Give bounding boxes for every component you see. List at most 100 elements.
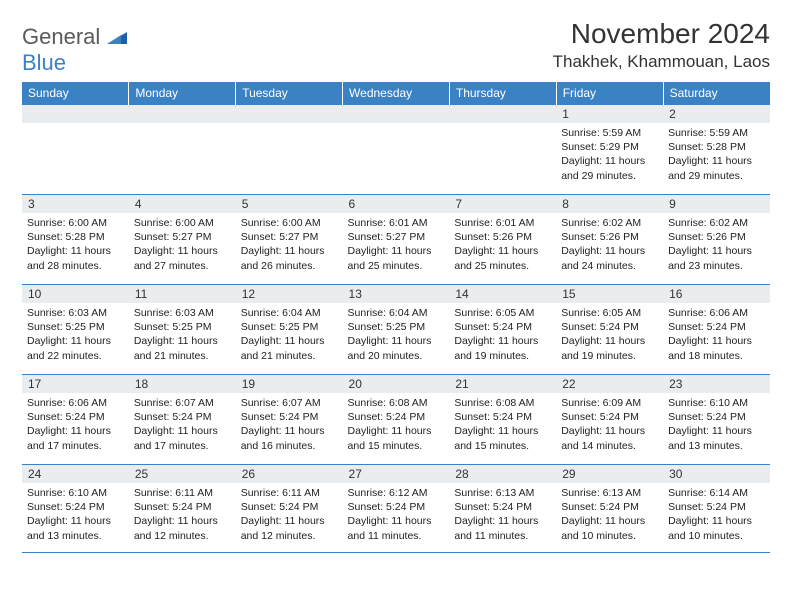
sunrise-text: Sunrise: 6:11 AM	[241, 486, 338, 500]
day-cell: 11 Sunrise: 6:03 AMSunset: 5:25 PMDayligh…	[129, 285, 236, 375]
day-data: Sunrise: 6:13 AMSunset: 5:24 PMDaylight:…	[449, 483, 556, 546]
sunset-text: Sunset: 5:29 PM	[561, 140, 658, 154]
day-data: Sunrise: 6:13 AMSunset: 5:24 PMDaylight:…	[556, 483, 663, 546]
day-data: Sunrise: 6:07 AMSunset: 5:24 PMDaylight:…	[236, 393, 343, 456]
sunrise-text: Sunrise: 5:59 AM	[668, 126, 765, 140]
day-data: Sunrise: 6:00 AMSunset: 5:28 PMDaylight:…	[22, 213, 129, 276]
sunset-text: Sunset: 5:25 PM	[134, 320, 231, 334]
day-number: 18	[129, 375, 236, 393]
daylight-text: Daylight: 11 hours and 21 minutes.	[241, 334, 338, 362]
sunrise-text: Sunrise: 5:59 AM	[561, 126, 658, 140]
day-number: 19	[236, 375, 343, 393]
sunrise-text: Sunrise: 6:07 AM	[134, 396, 231, 410]
day-cell: 7Sunrise: 6:01 AMSunset: 5:26 PMDaylight…	[449, 195, 556, 285]
daylight-text: Daylight: 11 hours and 23 minutes.	[668, 244, 765, 272]
sunrise-text: Sunrise: 6:02 AM	[668, 216, 765, 230]
sunrise-text: Sunrise: 6:03 AM	[134, 306, 231, 320]
sunset-text: Sunset: 5:28 PM	[668, 140, 765, 154]
sunrise-text: Sunrise: 6:12 AM	[348, 486, 445, 500]
day-number: 28	[449, 465, 556, 483]
day-number: 26	[236, 465, 343, 483]
day-cell: 3Sunrise: 6:00 AMSunset: 5:28 PMDaylight…	[22, 195, 129, 285]
day-data: Sunrise: 6:11 AMSunset: 5:24 PMDaylight:…	[236, 483, 343, 546]
sunrise-text: Sunrise: 6:13 AM	[561, 486, 658, 500]
daylight-text: Daylight: 11 hours and 17 minutes.	[134, 424, 231, 452]
daylight-text: Daylight: 11 hours and 17 minutes.	[27, 424, 124, 452]
daylight-text: Daylight: 11 hours and 16 minutes.	[241, 424, 338, 452]
day-number: 11	[129, 285, 236, 303]
sunrise-text: Sunrise: 6:01 AM	[348, 216, 445, 230]
day-number: 14	[449, 285, 556, 303]
location: Thakhek, Khammouan, Laos	[553, 52, 770, 72]
day-number: 30	[663, 465, 770, 483]
day-number: 17	[22, 375, 129, 393]
day-cell: 8Sunrise: 6:02 AMSunset: 5:26 PMDaylight…	[556, 195, 663, 285]
day-data: Sunrise: 6:06 AMSunset: 5:24 PMDaylight:…	[22, 393, 129, 456]
day-cell	[343, 105, 450, 195]
weekday-header: Monday	[129, 82, 236, 105]
daylight-text: Daylight: 11 hours and 21 minutes.	[134, 334, 231, 362]
day-number: 1	[556, 105, 663, 123]
day-cell: 13Sunrise: 6:04 AMSunset: 5:25 PMDayligh…	[343, 285, 450, 375]
day-data: Sunrise: 6:05 AMSunset: 5:24 PMDaylight:…	[449, 303, 556, 366]
header: General Blue November 2024 Thakhek, Kham…	[22, 18, 770, 76]
day-data: Sunrise: 5:59 AMSunset: 5:28 PMDaylight:…	[663, 123, 770, 186]
sunrise-text: Sunrise: 6:06 AM	[27, 396, 124, 410]
day-cell	[129, 105, 236, 195]
sunrise-text: Sunrise: 6:11 AM	[134, 486, 231, 500]
day-cell: 26Sunrise: 6:11 AMSunset: 5:24 PMDayligh…	[236, 465, 343, 553]
day-data: Sunrise: 6:00 AMSunset: 5:27 PMDaylight:…	[129, 213, 236, 276]
day-cell	[236, 105, 343, 195]
sunrise-text: Sunrise: 6:06 AM	[668, 306, 765, 320]
sunset-text: Sunset: 5:24 PM	[454, 320, 551, 334]
day-number-empty	[22, 105, 129, 123]
sunset-text: Sunset: 5:28 PM	[27, 230, 124, 244]
day-cell: 21 Sunrise: 6:08 AMSunset: 5:24 PMDayligh…	[449, 375, 556, 465]
day-number: 12	[236, 285, 343, 303]
day-data: Sunrise: 6:10 AMSunset: 5:24 PMDaylight:…	[663, 393, 770, 456]
day-cell: 17Sunrise: 6:06 AMSunset: 5:24 PMDayligh…	[22, 375, 129, 465]
day-number: 25	[129, 465, 236, 483]
day-number: 24	[22, 465, 129, 483]
sunset-text: Sunset: 5:26 PM	[454, 230, 551, 244]
sunset-text: Sunset: 5:27 PM	[134, 230, 231, 244]
sunrise-text: Sunrise: 6:05 AM	[454, 306, 551, 320]
day-data: Sunrise: 6:02 AMSunset: 5:26 PMDaylight:…	[663, 213, 770, 276]
day-cell: 1Sunrise: 5:59 AMSunset: 5:29 PMDaylight…	[556, 105, 663, 195]
daylight-text: Daylight: 11 hours and 15 minutes.	[454, 424, 551, 452]
day-data: Sunrise: 6:06 AMSunset: 5:24 PMDaylight:…	[663, 303, 770, 366]
sunrise-text: Sunrise: 6:00 AM	[27, 216, 124, 230]
daylight-text: Daylight: 11 hours and 13 minutes.	[27, 514, 124, 542]
day-cell: 15Sunrise: 6:05 AMSunset: 5:24 PMDayligh…	[556, 285, 663, 375]
sunset-text: Sunset: 5:24 PM	[241, 500, 338, 514]
logo: General Blue	[22, 18, 127, 76]
day-cell: 30Sunrise: 6:14 AMSunset: 5:24 PMDayligh…	[663, 465, 770, 553]
day-number: 10	[22, 285, 129, 303]
day-number: 15	[556, 285, 663, 303]
day-number: 21	[449, 375, 556, 393]
sunset-text: Sunset: 5:24 PM	[454, 500, 551, 514]
sunrise-text: Sunrise: 6:08 AM	[454, 396, 551, 410]
day-data: Sunrise: 6:05 AMSunset: 5:24 PMDaylight:…	[556, 303, 663, 366]
sunset-text: Sunset: 5:24 PM	[454, 410, 551, 424]
sunset-text: Sunset: 5:24 PM	[27, 410, 124, 424]
weekday-header: Wednesday	[343, 82, 450, 105]
weekday-header: Sunday	[22, 82, 129, 105]
sunrise-text: Sunrise: 6:01 AM	[454, 216, 551, 230]
title-block: November 2024 Thakhek, Khammouan, Laos	[553, 18, 770, 72]
daylight-text: Daylight: 11 hours and 12 minutes.	[134, 514, 231, 542]
logo-word1: General	[22, 24, 100, 49]
sunset-text: Sunset: 5:24 PM	[561, 320, 658, 334]
daylight-text: Daylight: 11 hours and 10 minutes.	[561, 514, 658, 542]
day-number: 23	[663, 375, 770, 393]
day-cell: 6Sunrise: 6:01 AMSunset: 5:27 PMDaylight…	[343, 195, 450, 285]
day-number-empty	[129, 105, 236, 123]
day-number: 13	[343, 285, 450, 303]
day-cell: 23Sunrise: 6:10 AMSunset: 5:24 PMDayligh…	[663, 375, 770, 465]
daylight-text: Daylight: 11 hours and 15 minutes.	[348, 424, 445, 452]
logo-text-block: General Blue	[22, 24, 127, 76]
logo-word2: Blue	[22, 50, 66, 75]
daylight-text: Daylight: 11 hours and 22 minutes.	[27, 334, 124, 362]
day-data: Sunrise: 5:59 AMSunset: 5:29 PMDaylight:…	[556, 123, 663, 186]
day-data: Sunrise: 6:14 AMSunset: 5:24 PMDaylight:…	[663, 483, 770, 546]
